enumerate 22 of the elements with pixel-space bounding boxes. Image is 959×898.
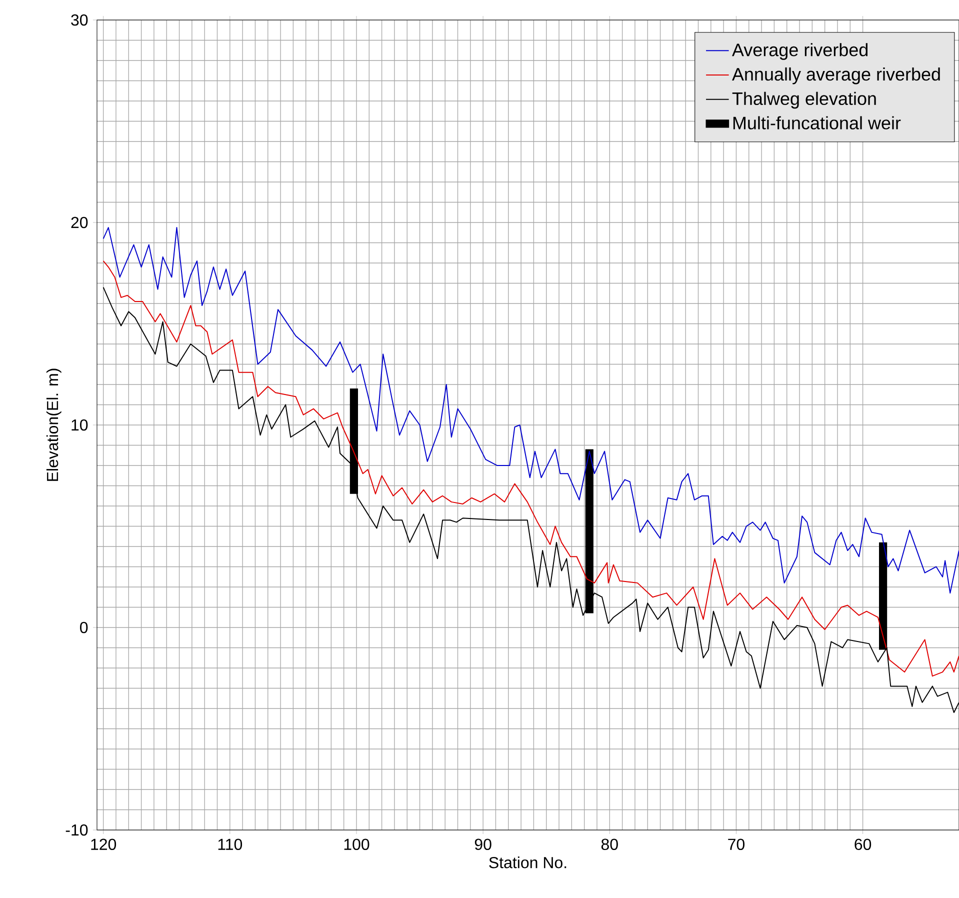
y-tick-label: 30 [71, 14, 88, 26]
legend-label: Average riverbed [732, 43, 868, 60]
x-axis-title: Station No. [489, 856, 566, 868]
y-tick-label: 10 [72, 419, 88, 431]
x-tick-label: 70 [728, 838, 744, 850]
line-series [102, 227, 959, 594]
legend-label: Multi-funcational weir [733, 116, 901, 130]
y-tick-label: 20 [71, 216, 88, 228]
bar [879, 542, 888, 650]
y-axis-title: Elevation(El. m) [46, 368, 62, 481]
legend-label: Annually average riverbed [732, 67, 940, 84]
bar [350, 388, 358, 494]
x-tick-label: 120 [91, 838, 116, 850]
bar [585, 449, 594, 614]
y-tick-label: -10 [66, 824, 88, 836]
x-tick-label: 90 [474, 838, 492, 850]
x-tick-label: 80 [601, 838, 618, 850]
x-tick-label: 110 [218, 838, 242, 850]
x-tick-label: 100 [344, 838, 370, 850]
legend-label: Thalweg elevation [732, 92, 876, 109]
x-tick-label: 60 [854, 838, 872, 850]
y-tick-label: 0 [80, 622, 88, 634]
